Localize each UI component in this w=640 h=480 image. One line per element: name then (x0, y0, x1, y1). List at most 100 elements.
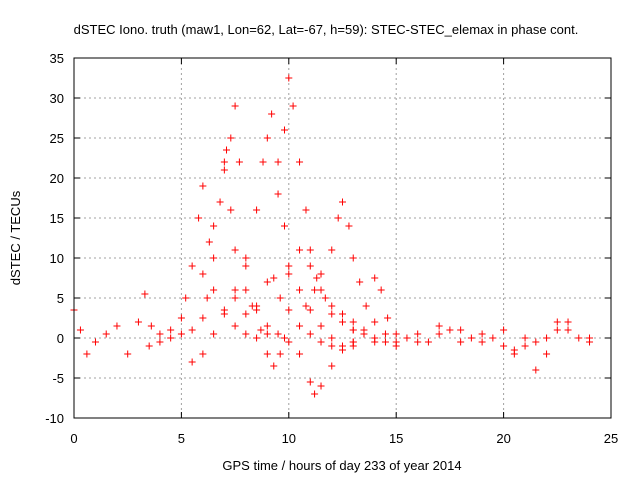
data-series (231, 274, 379, 354)
data-point (457, 326, 465, 334)
data-point (489, 334, 497, 342)
data-point (435, 330, 443, 338)
data-point (167, 334, 175, 342)
data-point (296, 286, 304, 294)
data-point (392, 330, 400, 338)
data-point (199, 350, 207, 358)
data-point (296, 350, 304, 358)
data-point (156, 338, 164, 346)
data-point (253, 206, 261, 214)
data-point (553, 318, 561, 326)
y-tick-label: -5 (52, 371, 64, 386)
data-point (414, 330, 422, 338)
data-point (270, 362, 278, 370)
data-point (328, 246, 336, 254)
data-point (414, 338, 422, 346)
data-point (203, 294, 211, 302)
data-point (285, 74, 293, 82)
data-point (156, 330, 164, 338)
data-point (306, 306, 314, 314)
data-point (543, 350, 551, 358)
data-point (328, 362, 336, 370)
data-point (362, 302, 370, 310)
data-point (339, 318, 346, 326)
data-point (349, 342, 357, 350)
data-point (371, 334, 379, 342)
data-series (199, 102, 289, 370)
data-point (311, 390, 319, 398)
data-point (349, 326, 357, 334)
data-point (242, 310, 250, 318)
data-point (205, 238, 213, 246)
x-tick-label: 15 (389, 431, 403, 446)
data-point (263, 322, 271, 330)
data-point (263, 350, 271, 358)
data-series (414, 318, 594, 374)
data-point (223, 146, 231, 154)
data-point (274, 190, 282, 198)
x-tick-label: 0 (70, 431, 77, 446)
data-point (478, 338, 486, 346)
data-point (253, 302, 261, 310)
data-point (317, 322, 325, 330)
data-point (328, 302, 336, 310)
data-point (317, 286, 325, 294)
data-point (349, 318, 357, 326)
data-point (147, 322, 155, 330)
data-point (216, 198, 224, 206)
data-point (328, 310, 336, 318)
data-point (276, 294, 284, 302)
data-point (231, 102, 239, 110)
data-point (384, 314, 392, 322)
x-tick-label: 5 (178, 431, 185, 446)
data-point (259, 158, 267, 166)
data-point (253, 334, 261, 342)
y-tick-label: 10 (50, 251, 64, 266)
data-point (543, 334, 551, 342)
data-point (349, 254, 357, 262)
data-point (199, 182, 207, 190)
data-point (532, 366, 540, 374)
x-tick-labels: 0 5 10 15 20 25 (70, 431, 618, 446)
data-point (274, 158, 282, 166)
data-point (145, 342, 153, 350)
data-point (167, 326, 175, 334)
data-point (500, 326, 508, 334)
data-point (263, 330, 271, 338)
data-point (276, 350, 284, 358)
data-point (289, 102, 297, 110)
data-point (478, 330, 486, 338)
y-tick-label: 30 (50, 91, 64, 106)
plot-frame (73, 57, 612, 419)
y-tick-labels: -10 -5 0 5 10 15 20 25 30 35 (45, 51, 64, 426)
data-point (113, 322, 121, 330)
data-point (381, 338, 389, 346)
data-point (124, 350, 132, 358)
axis-ticks (73, 57, 612, 419)
x-axis-label: GPS time / hours of day 233 of year 2014 (222, 458, 461, 473)
y-tick-label: 25 (50, 131, 64, 146)
data-series (145, 146, 357, 398)
y-tick-label: 35 (50, 51, 64, 66)
data-point (242, 330, 250, 338)
data-point (339, 198, 346, 206)
data-point (281, 222, 289, 230)
data-point (199, 270, 207, 278)
data-point (360, 330, 368, 338)
data-point (210, 330, 218, 338)
data-point (268, 110, 276, 118)
data-point (285, 270, 293, 278)
data-point (381, 330, 389, 338)
data-point (500, 342, 508, 350)
x-tick-label: 20 (496, 431, 510, 446)
data-point (467, 334, 475, 342)
data-point (575, 334, 583, 342)
data-point (586, 334, 594, 342)
data-point (532, 338, 540, 346)
data-point (296, 246, 304, 254)
data-point (521, 342, 529, 350)
data-point (83, 350, 91, 358)
data-point (242, 262, 250, 270)
data-point (231, 246, 239, 254)
